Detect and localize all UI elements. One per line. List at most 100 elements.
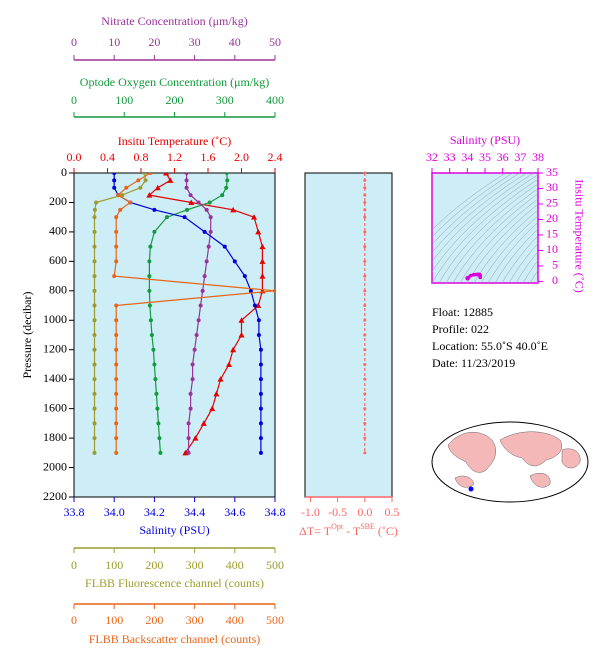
data-point <box>153 377 158 382</box>
y-tick-label: 2000 <box>43 459 67 473</box>
data-point <box>92 421 97 426</box>
x-tick-label: 34.0 <box>104 505 125 519</box>
data-point <box>92 406 97 411</box>
y-tick-label: 400 <box>49 224 67 238</box>
data-point <box>363 333 367 337</box>
density-contour <box>466 204 538 283</box>
data-point <box>147 288 152 293</box>
info-location: Location: 55.0˚S 40.0˚E <box>432 339 548 353</box>
data-point <box>202 274 207 279</box>
y-tick-label: 1200 <box>43 341 67 355</box>
data-point <box>200 420 207 426</box>
data-point <box>114 333 119 337</box>
data-point <box>363 377 367 381</box>
x-tick-label: 0.0 <box>357 505 372 519</box>
series <box>146 173 266 456</box>
density-contour <box>501 235 538 283</box>
x-tick-label: 200 <box>166 93 184 107</box>
data-point <box>232 259 237 264</box>
x-tick-label: 33.8 <box>64 505 85 519</box>
data-point <box>164 215 169 220</box>
data-point <box>258 391 263 396</box>
data-point <box>363 436 367 440</box>
data-point <box>147 259 152 264</box>
x-tick-label: 50 <box>269 35 281 49</box>
data-point <box>225 178 230 183</box>
data-point <box>363 171 367 175</box>
data-point <box>185 207 190 212</box>
x-tick-label: 35 <box>479 150 491 164</box>
x-tick-label: 1.6 <box>201 150 216 164</box>
y-tick-label: 1800 <box>43 430 67 444</box>
x-axis-label-part: - T <box>343 524 361 538</box>
data-point <box>190 377 195 382</box>
data-point <box>92 229 97 234</box>
y-tick-label: 200 <box>49 194 67 208</box>
data-point <box>148 244 153 249</box>
data-point <box>188 391 193 396</box>
data-point <box>255 228 262 235</box>
data-point <box>363 304 367 308</box>
density-contour <box>480 215 538 283</box>
density-contour <box>438 183 538 283</box>
data-point <box>258 406 263 411</box>
density-contour <box>487 221 538 283</box>
data-point <box>256 333 261 337</box>
data-point <box>256 318 261 323</box>
x-tick-label: 33 <box>444 150 456 164</box>
x-tick-label: 30 <box>189 35 201 49</box>
x-tick-label: 34.2 <box>144 505 165 519</box>
data-point <box>217 376 224 382</box>
data-point <box>112 185 117 190</box>
data-point <box>192 347 197 352</box>
data-point <box>92 362 97 367</box>
x-tick-label: 34.4 <box>184 505 205 519</box>
x-tick-label: 0 <box>71 35 77 49</box>
series <box>147 173 230 455</box>
data-point <box>157 436 162 441</box>
data-point <box>120 193 125 198</box>
data-point <box>363 274 367 278</box>
x-tick-label: 500 <box>266 613 284 627</box>
data-point <box>146 192 153 198</box>
data-point <box>213 390 220 397</box>
info-float: Float: 12885 <box>432 305 493 319</box>
data-point <box>114 303 119 308</box>
data-point <box>238 317 245 323</box>
data-point <box>222 244 227 249</box>
data-point <box>258 450 263 455</box>
data-point <box>363 362 367 366</box>
data-point <box>114 406 119 411</box>
data-point <box>92 274 97 279</box>
data-point <box>92 436 97 441</box>
data-point <box>190 362 195 367</box>
data-point <box>186 450 191 455</box>
data-point <box>220 193 225 198</box>
data-point <box>363 215 367 219</box>
data-point <box>184 178 189 183</box>
data-point <box>273 288 275 293</box>
contours <box>432 173 538 283</box>
data-point <box>92 450 97 455</box>
density-contour <box>459 198 538 283</box>
data-point <box>182 449 189 456</box>
density-contour <box>432 173 528 254</box>
data-point <box>363 230 367 234</box>
data-point <box>230 206 237 213</box>
map-land <box>447 432 496 473</box>
data-point <box>136 178 141 183</box>
density-contour <box>432 173 521 245</box>
data-point <box>151 347 156 352</box>
data-point <box>92 377 97 382</box>
data-point <box>143 178 148 183</box>
data-point <box>152 362 157 367</box>
data-point <box>225 361 232 367</box>
y-tick-label: 5 <box>552 258 558 272</box>
y-tick-label: 20 <box>546 211 558 225</box>
y-tick-label: 2200 <box>43 489 67 503</box>
data-point <box>118 207 123 212</box>
x-tick-label: 300 <box>186 613 204 627</box>
x-tick-label: -0.5 <box>328 505 347 519</box>
data-point <box>92 288 97 293</box>
x-tick-label: 10 <box>108 35 120 49</box>
